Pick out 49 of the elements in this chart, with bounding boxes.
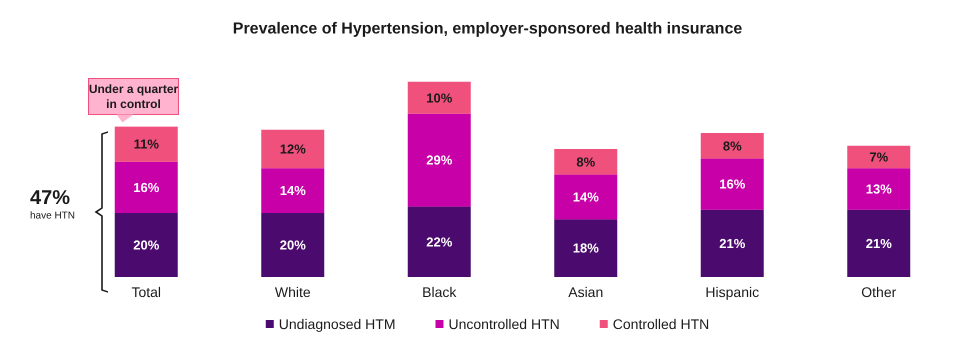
x-tick-label: Black	[422, 284, 458, 300]
data-label: 16%	[719, 176, 746, 192]
annotation: Under a quarter in control	[88, 82, 179, 111]
data-label: 7%	[869, 150, 889, 164]
bar	[847, 210, 910, 277]
bar	[114, 213, 178, 277]
bar	[114, 126, 178, 162]
text: 47%	[30, 187, 70, 209]
x-tick-label: White	[274, 284, 311, 300]
data-label: 14%	[280, 183, 306, 198]
bar	[847, 146, 910, 168]
legend-label: Undiagnosed HTM	[278, 316, 396, 332]
bar	[554, 174, 618, 220]
x-tick-label: Asian	[568, 284, 604, 300]
data-label: 13%	[866, 182, 892, 196]
bar	[114, 162, 178, 213]
bar	[554, 219, 618, 277]
data-label: 12%	[280, 142, 306, 156]
bar	[847, 168, 910, 210]
bar	[261, 168, 324, 213]
data-label: 8%	[576, 154, 596, 170]
annotation: have HTN	[30, 210, 76, 222]
bar	[408, 206, 471, 277]
bar	[408, 82, 471, 114]
data-label: 29%	[426, 152, 453, 168]
x-tick-label: Total	[131, 284, 162, 300]
data-label: 8%	[722, 138, 742, 154]
data-label: 11%	[134, 136, 160, 152]
data-label: 20%	[280, 238, 306, 252]
bar	[408, 114, 471, 207]
data-label: 21%	[719, 236, 746, 251]
bar	[554, 149, 618, 175]
x-tick-label: Hispanic	[705, 284, 760, 300]
data-label: 20%	[133, 238, 160, 252]
bar	[261, 213, 324, 277]
data-label: 22%	[426, 234, 453, 250]
bar	[700, 210, 764, 277]
legend-label: Controlled HTN	[612, 316, 710, 332]
data-label: 18%	[572, 240, 600, 256]
bar	[700, 133, 764, 159]
data-label: 14%	[572, 190, 600, 204]
chart-title: Prevalence of Hypertension, employer-sponsored health insurance	[232, 20, 742, 38]
data-label: 10%	[426, 90, 453, 106]
bar	[261, 130, 324, 168]
legend-label: Uncontrolled HTN	[448, 316, 560, 332]
x-tick-label: Other	[861, 284, 897, 300]
data-label: 16%	[133, 180, 160, 195]
data-label: 21%	[866, 236, 892, 251]
bar	[700, 158, 764, 210]
